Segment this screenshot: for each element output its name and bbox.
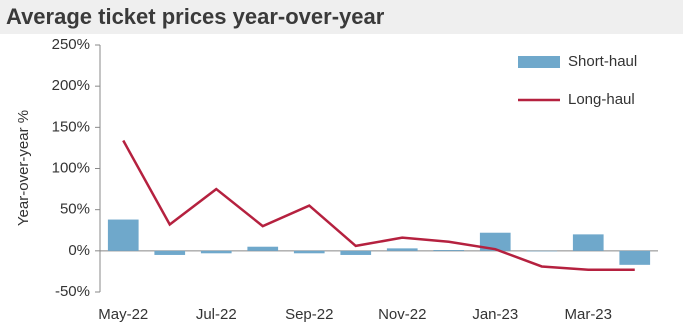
bar <box>247 246 279 251</box>
x-tick-label: Jul-22 <box>196 306 237 323</box>
title-band <box>0 0 683 34</box>
x-tick-label: Jan-23 <box>472 306 518 323</box>
bar <box>619 250 651 265</box>
y-tick-label: 0% <box>68 242 90 259</box>
y-axis-title: Year-over-year % <box>15 110 32 226</box>
y-tick-label: 200% <box>52 77 90 94</box>
x-tick-label: May-22 <box>98 306 148 323</box>
legend-label: Short-haul <box>568 53 637 70</box>
bar <box>433 250 465 251</box>
line <box>122 139 635 272</box>
bar <box>154 250 186 255</box>
bar <box>386 248 418 251</box>
y-tick-label: -50% <box>55 283 90 300</box>
bar <box>200 250 232 254</box>
bar <box>479 232 511 251</box>
y-tick-label: 50% <box>60 201 90 218</box>
y-tick-label: 150% <box>52 118 90 135</box>
bar <box>526 250 558 252</box>
y-tick-label: 100% <box>52 159 90 176</box>
bar <box>572 234 604 251</box>
x-tick-label: Mar-23 <box>564 306 612 323</box>
bar <box>293 250 325 254</box>
x-tick-label: Nov-22 <box>378 306 426 323</box>
bar <box>340 250 372 255</box>
legend-label: Long-haul <box>568 91 635 108</box>
legend-swatch <box>518 56 560 68</box>
y-tick-label: 250% <box>52 36 90 53</box>
x-tick-label: Sep-22 <box>285 306 333 323</box>
bar <box>107 219 139 251</box>
chart-title: Average ticket prices year-over-year <box>6 4 385 29</box>
